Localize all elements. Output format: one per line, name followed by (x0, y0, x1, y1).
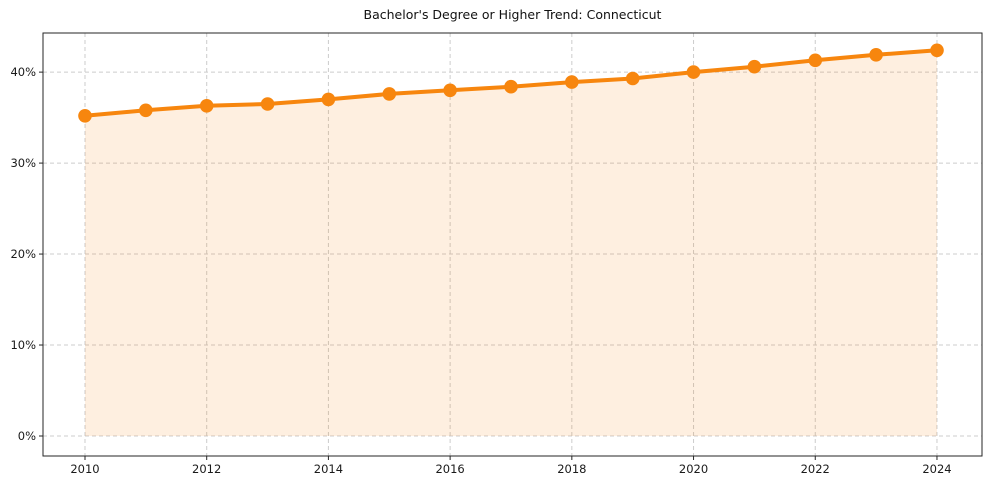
data-point-2015 (382, 87, 397, 101)
x-tick-label: 2018 (557, 462, 586, 476)
area-fill (85, 50, 937, 437)
data-point-2023 (869, 48, 883, 62)
data-point-2017 (504, 79, 518, 94)
data-point-2014 (321, 92, 336, 107)
x-tick-label: 2010 (70, 462, 99, 476)
data-point-2016 (443, 83, 457, 98)
x-tick-label: 2012 (192, 462, 221, 476)
x-tick-label: 2016 (435, 462, 464, 476)
data-point-2024 (930, 43, 944, 58)
x-tick-label: 2020 (679, 462, 708, 476)
data-point-2012 (199, 99, 214, 113)
data-point-2022 (808, 53, 823, 68)
y-tick-label: 0% (18, 429, 36, 443)
x-tick-label: 2022 (801, 462, 830, 476)
plot-border (42, 32, 983, 457)
data-point-2013 (260, 97, 275, 111)
x-tick-label: 2014 (314, 462, 343, 476)
chart-title: Bachelor's Degree or Higher Trend: Conne… (363, 7, 662, 22)
y-tick-label: 40% (10, 65, 36, 79)
data-point-2021 (747, 59, 762, 74)
y-tick-label: 30% (10, 156, 36, 170)
data-point-2020 (686, 65, 701, 79)
y-tick-label: 20% (10, 247, 36, 261)
data-point-2011 (139, 103, 153, 118)
data-point-2018 (565, 75, 579, 89)
data-point-2019 (625, 71, 640, 86)
y-tick-label: 10% (10, 338, 36, 352)
x-tick-label: 2024 (922, 462, 951, 476)
data-point-2010 (78, 109, 92, 123)
